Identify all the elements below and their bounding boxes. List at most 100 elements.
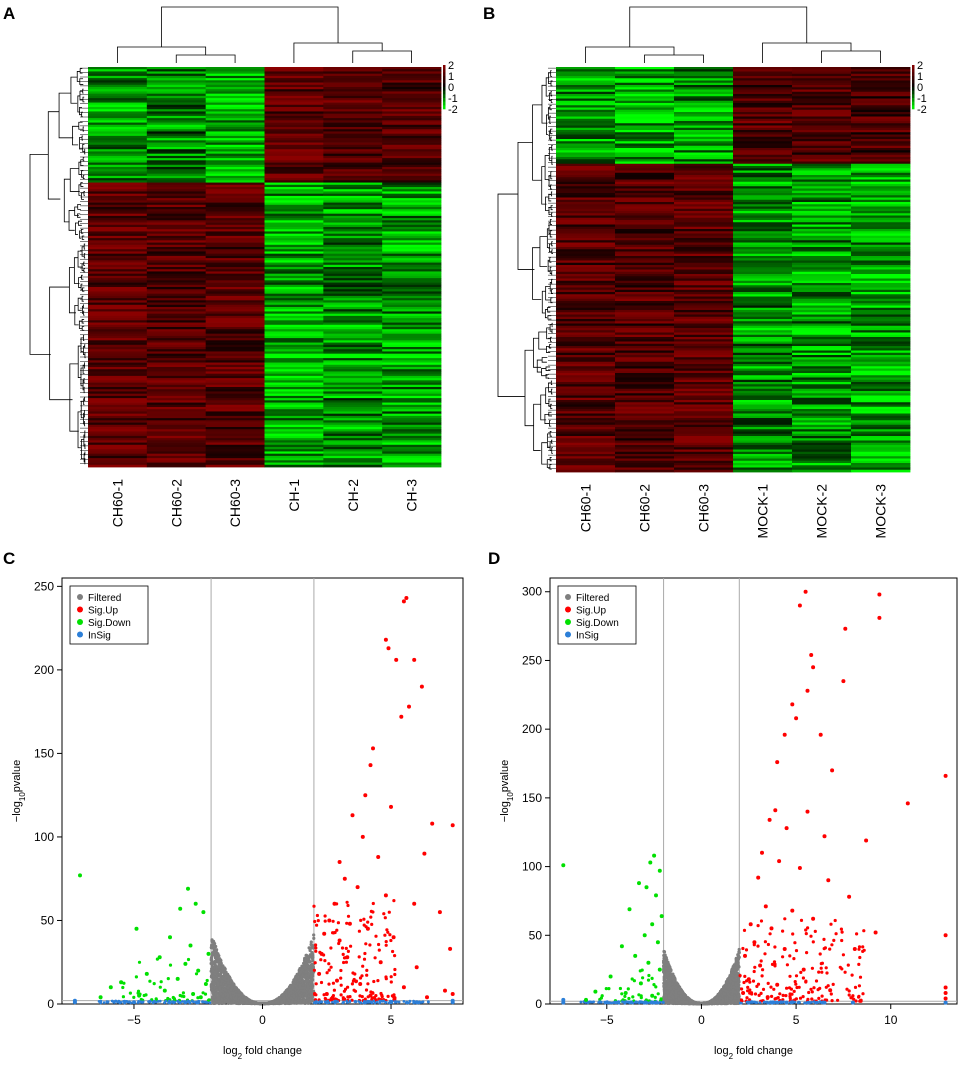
heatmap-cell — [556, 188, 616, 192]
heatmap-cell — [615, 395, 675, 399]
heatmap-cell — [851, 305, 911, 309]
row-dendrogram-branch — [550, 70, 553, 77]
heatmap-cell — [323, 407, 383, 410]
heatmap-cell — [674, 269, 734, 273]
heatmap-cell — [733, 355, 793, 358]
heatmap-cell — [264, 304, 324, 308]
heatmap-cell — [205, 167, 265, 170]
heatmap-cell — [323, 347, 383, 350]
heatmap-cell — [674, 184, 734, 187]
heatmap-cell — [615, 406, 675, 410]
heatmap-cell — [674, 348, 734, 351]
heatmap-cell — [88, 240, 148, 243]
heatmap-cell — [323, 442, 383, 446]
heatmap-cell — [792, 289, 852, 293]
heatmap-cell — [556, 307, 616, 311]
heatmap-cell — [733, 161, 793, 165]
heatmap-cell — [88, 407, 148, 410]
heatmap-cell — [674, 278, 734, 282]
heatmap-cell — [146, 407, 207, 410]
heatmap-cell — [733, 85, 793, 88]
heatmap-cell — [615, 305, 675, 309]
heatmap-cell — [323, 151, 383, 155]
heatmap-cell — [851, 352, 911, 356]
heatmap-cell — [205, 218, 265, 221]
row-dendrogram-branch — [81, 295, 84, 302]
column-label: CH60-2 — [168, 479, 184, 527]
heatmap-cell — [205, 427, 265, 430]
heatmap-cell — [556, 231, 616, 234]
heatmap-cell — [792, 105, 852, 108]
heatmap-cell — [382, 378, 442, 381]
heatmap-cell — [851, 289, 911, 293]
heatmap-cell — [264, 133, 324, 137]
heatmap-cell — [792, 413, 852, 417]
row-dendrogram-branch — [544, 309, 548, 319]
heatmap-cell — [674, 379, 734, 383]
heatmap-cell — [205, 249, 265, 252]
heatmap-cell — [792, 465, 852, 468]
heatmap-cell — [146, 189, 207, 192]
heatmap-cell — [264, 260, 324, 263]
heatmap-cell — [556, 256, 616, 259]
heatmap-cell — [382, 309, 442, 312]
heatmap-cell — [382, 149, 442, 152]
heatmap-cell — [88, 142, 148, 146]
heatmap-cell — [323, 349, 383, 352]
heatmap-cell — [792, 366, 852, 369]
heatmap-cell — [88, 238, 148, 241]
heatmap-cell — [382, 431, 442, 435]
heatmap-cell — [792, 249, 852, 252]
heatmap-cell — [382, 189, 442, 192]
heatmap-cell — [88, 162, 148, 166]
heatmap-cell — [792, 197, 852, 201]
heatmap-cell — [615, 249, 675, 252]
heatmap-cell — [792, 312, 852, 315]
color-scale-segment — [912, 83, 915, 88]
heatmap-cell — [556, 352, 616, 356]
heatmap-cell — [556, 429, 616, 432]
heatmap-cell — [674, 204, 734, 207]
heatmap-cell — [674, 267, 734, 270]
heatmap-cell — [264, 107, 324, 110]
heatmap-cell — [323, 244, 383, 248]
heatmap-cell — [792, 193, 852, 196]
heatmap-cell — [851, 465, 911, 468]
heatmap-cell — [264, 211, 324, 215]
heatmap-cell — [146, 355, 207, 359]
heatmap-cell — [264, 300, 324, 303]
heatmap-cell — [733, 418, 793, 421]
heatmap-cell — [615, 172, 675, 176]
heatmap-cell — [792, 78, 852, 81]
heatmap-cell — [88, 269, 148, 272]
heatmap-cell — [146, 258, 207, 261]
heatmap-cell — [615, 379, 675, 383]
heatmap-cell — [264, 298, 324, 301]
heatmap-cell — [323, 435, 383, 439]
heatmap-cell — [851, 238, 911, 241]
heatmap-cell — [323, 360, 383, 363]
heatmap-cell — [205, 160, 265, 163]
row-dendrogram-branch — [549, 92, 552, 101]
heatmap-cell — [382, 440, 442, 443]
heatmap-cell — [615, 253, 675, 257]
filtered-point — [218, 969, 222, 973]
heatmap-cell — [851, 431, 911, 435]
heatmap-cell — [146, 122, 207, 126]
heatmap-cell — [264, 344, 324, 348]
heatmap-cell — [382, 351, 442, 355]
heatmap-cell — [382, 420, 442, 423]
heatmap-cell — [88, 449, 148, 452]
heatmap-cell — [88, 227, 148, 230]
heatmap-cell — [733, 260, 793, 264]
heatmap-cell — [323, 127, 383, 130]
heatmap-cell — [556, 94, 616, 97]
heatmap-cell — [674, 431, 734, 435]
heatmap-cell — [205, 180, 265, 183]
heatmap-cell — [323, 209, 383, 212]
heatmap-cell — [851, 152, 911, 156]
row-dendrogram-branch — [49, 286, 73, 401]
heatmap-cell — [146, 460, 207, 463]
row-dendrogram-branch — [550, 380, 553, 386]
heatmap-cell — [264, 289, 324, 292]
